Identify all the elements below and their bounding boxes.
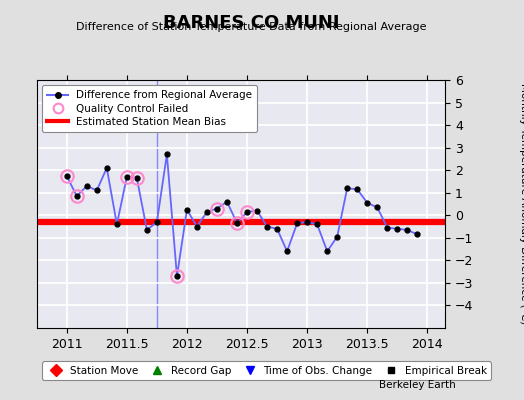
Y-axis label: Monthly Temperature Anomaly Difference (°C): Monthly Temperature Anomaly Difference (…: [519, 83, 524, 325]
Text: Berkeley Earth: Berkeley Earth: [379, 380, 456, 390]
Legend: Station Move, Record Gap, Time of Obs. Change, Empirical Break: Station Move, Record Gap, Time of Obs. C…: [42, 362, 491, 380]
Text: BARNES CO MUNI: BARNES CO MUNI: [163, 14, 340, 32]
Text: Difference of Station Temperature Data from Regional Average: Difference of Station Temperature Data f…: [77, 22, 427, 32]
